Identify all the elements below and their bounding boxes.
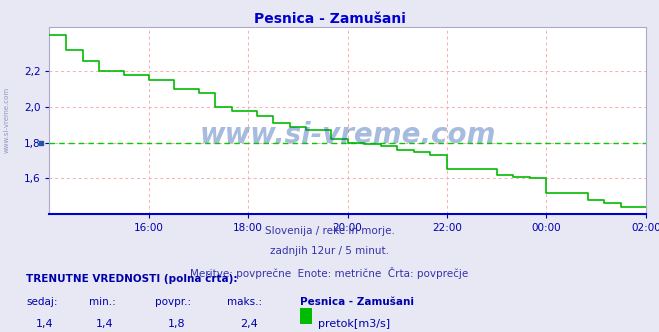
Text: 1,4: 1,4 — [36, 319, 54, 329]
Text: www.si-vreme.com: www.si-vreme.com — [3, 87, 9, 153]
Text: www.si-vreme.com: www.si-vreme.com — [200, 122, 496, 149]
Text: min.:: min.: — [89, 297, 116, 307]
Text: zadnjih 12ur / 5 minut.: zadnjih 12ur / 5 minut. — [270, 246, 389, 256]
Text: pretok[m3/s]: pretok[m3/s] — [318, 319, 389, 329]
Text: Meritve: povprečne  Enote: metrične  Črta: povprečje: Meritve: povprečne Enote: metrične Črta:… — [190, 267, 469, 279]
Text: sedaj:: sedaj: — [26, 297, 58, 307]
Text: Slovenija / reke in morje.: Slovenija / reke in morje. — [264, 226, 395, 236]
Text: 1,4: 1,4 — [96, 319, 113, 329]
Text: povpr.:: povpr.: — [155, 297, 191, 307]
Text: TRENUTNE VREDNOSTI (polna črta):: TRENUTNE VREDNOSTI (polna črta): — [26, 274, 238, 285]
Text: Pesnica - Zamušani: Pesnica - Zamušani — [300, 297, 414, 307]
Text: maks.:: maks.: — [227, 297, 262, 307]
Text: Pesnica - Zamušani: Pesnica - Zamušani — [254, 12, 405, 26]
Text: 1,8: 1,8 — [168, 319, 186, 329]
Text: 2,4: 2,4 — [241, 319, 258, 329]
